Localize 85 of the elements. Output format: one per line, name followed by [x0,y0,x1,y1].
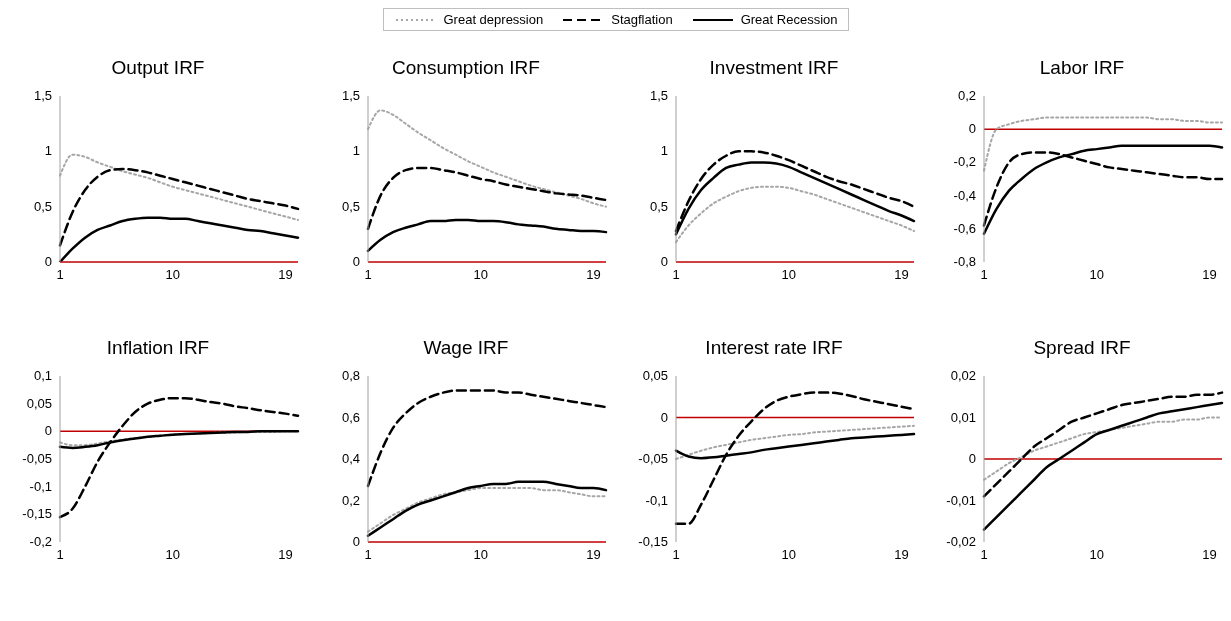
x-tick-label: 1 [364,547,372,563]
y-tick-label: 0,05 [26,395,52,411]
x-tick-label: 1 [980,267,988,283]
x-tick-label: 10 [473,267,488,283]
y-tick-label: 0,2 [341,492,360,508]
y-tick-label: 1,5 [33,88,52,103]
y-tick-label: 1 [352,143,360,159]
legend-label: Stagflation [611,12,673,27]
y-tick-label: -0,1 [645,492,668,508]
y-tick-label: 0 [44,254,52,269]
x-tick-label: 19 [1202,267,1217,283]
y-tick-label: -0,6 [953,220,976,236]
y-tick-label: 0 [968,451,976,466]
line-series [58,167,300,247]
chart-title: Interest rate IRF [704,336,844,360]
y-tick-label: -0,8 [953,254,976,269]
y-tick-label: 0,1 [33,368,52,383]
y-tick-label: 0,01 [950,409,976,425]
line-series [366,389,608,488]
y-tick-label: 1,5 [649,88,668,103]
x-tick-label: 10 [1089,547,1104,563]
line-series [366,218,608,253]
x-tick-label: 1 [672,547,680,563]
y-tick-label: 0 [660,409,668,425]
y-tick-label: 0,4 [341,451,360,466]
line-series [982,401,1224,531]
line-series [58,396,300,519]
chart-title: Consumption IRF [391,56,541,80]
line-series [366,480,608,538]
x-tick-label: 1 [980,547,988,563]
y-tick-label: 0 [44,423,52,439]
y-tick-label: -0,15 [638,534,668,549]
y-tick-label: 1,5 [341,88,360,103]
y-tick-label: 0,6 [341,409,360,425]
y-tick-label: -0,4 [953,187,976,203]
y-tick-label: -0,1 [29,478,52,494]
chart-title: Inflation IRF [105,336,211,360]
legend-label: Great Recession [740,12,838,27]
y-tick-label: 0,02 [950,368,976,383]
x-tick-label: 1 [56,547,64,563]
y-tick-label: -0,05 [638,451,668,466]
chart-title: Labor IRF [1038,56,1126,80]
y-tick-label: 1 [44,143,52,159]
x-tick-label: 1 [56,267,64,283]
y-tick-label: 0 [660,254,668,269]
line-series [58,216,300,262]
x-tick-label: 10 [1089,267,1104,283]
line-series [982,144,1224,236]
y-tick-label: -0,2 [29,534,52,549]
chart-title: Output IRF [110,56,206,80]
chart-title: Investment IRF [708,56,840,80]
line-series [982,391,1224,498]
line-series [366,166,608,231]
y-tick-label: 0,8 [341,368,360,383]
chart-title: Spread IRF [1032,336,1132,360]
y-tick-label: 0,5 [33,198,52,214]
y-tick-label: -0,01 [946,492,976,508]
x-tick-label: 10 [781,547,796,563]
y-tick-label: 0,05 [642,368,668,383]
x-tick-label: 19 [278,547,293,563]
y-tick-label: -0,15 [22,506,52,522]
y-tick-label: 0,5 [341,198,360,214]
x-tick-label: 19 [586,547,601,563]
x-tick-label: 1 [672,267,680,283]
y-tick-label: 0 [352,254,360,269]
x-tick-label: 10 [165,547,180,563]
y-tick-label: 0 [352,534,360,549]
y-tick-label: -0,2 [953,154,976,170]
y-tick-label: -0,02 [946,534,976,549]
legend-label: Great depression [443,12,544,27]
y-tick-label: 0 [968,121,976,137]
x-tick-label: 19 [586,267,601,283]
y-tick-label: 1 [660,143,668,159]
x-tick-label: 10 [165,267,180,283]
y-tick-label: -0,05 [22,451,52,466]
x-tick-label: 1 [364,267,372,283]
x-tick-label: 10 [473,547,488,563]
x-tick-label: 19 [278,267,293,283]
x-tick-label: 19 [1202,547,1217,563]
x-tick-label: 10 [781,267,796,283]
y-tick-label: 0,5 [649,198,668,214]
x-tick-label: 19 [894,547,909,563]
x-tick-label: 19 [894,267,909,283]
y-tick-label: 0,2 [957,88,976,103]
chart-title: Wage IRF [422,336,510,360]
